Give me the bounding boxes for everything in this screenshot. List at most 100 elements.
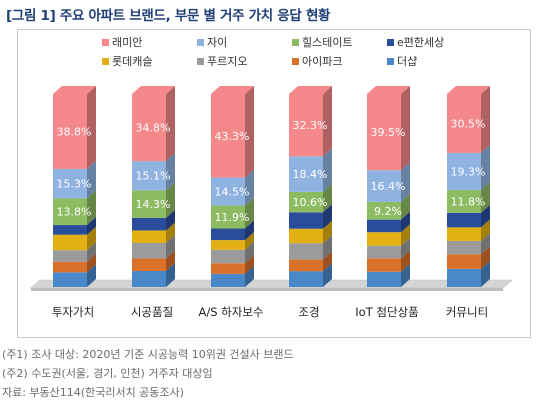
bar-side-c4-s1 [323, 86, 332, 157]
bar-side-c4-s2 [323, 148, 332, 192]
bar-side-c1-s5 [87, 226, 96, 251]
legend-label-4: e편한세상 [397, 36, 444, 49]
bar-segment-c5-s2 [367, 170, 401, 202]
footnote-2: (주2) 수도권(서울, 경기, 인천) 거주자 대상임 [2, 367, 213, 380]
legend-label-8: 더샵 [397, 55, 417, 68]
chart-title: [그림 1] 주요 아파트 브랜드, 부문 별 거주 가치 응답 현황 [6, 8, 331, 24]
bar-segment-c6-s5 [447, 227, 481, 241]
bar-segment-c3-s4 [211, 228, 245, 241]
bar-top-c6 [447, 86, 490, 94]
legend-label-1: 래미안 [112, 36, 142, 49]
bar-side-c3-s1 [245, 86, 254, 178]
data-label-c5-s3: 9.2% [374, 205, 402, 218]
bar-side-c2-s7 [166, 250, 175, 271]
data-label-c1-s1: 38.8% [57, 125, 92, 138]
bar-side-c2-s6 [166, 234, 175, 259]
bar-segment-c2-s4 [132, 217, 166, 231]
bar-segment-c4-s2 [289, 156, 323, 192]
bar-side-c5-s7 [401, 250, 410, 272]
bar-side-c2-s8 [166, 262, 175, 287]
data-label-c3-s3: 11.9% [215, 211, 250, 224]
data-label-c4-s3: 10.6% [293, 196, 328, 209]
bar-segment-c3-s5 [211, 240, 245, 250]
bar-side-c1-s1 [87, 86, 96, 169]
bar-segment-c3-s7 [211, 263, 245, 274]
bar-segment-c6-s7 [447, 254, 481, 269]
data-label-c6-s3: 11.8% [451, 196, 486, 209]
bar-segment-c1-s7 [53, 261, 87, 273]
bar-segment-c2-s8 [132, 270, 166, 287]
bar-segment-c1-s6 [53, 250, 87, 262]
bar-top-c1 [53, 86, 96, 94]
data-label-c5-s2: 16.4% [371, 180, 406, 193]
data-label-c5-s1: 39.5% [371, 126, 406, 139]
chart-floor-edge [31, 288, 503, 291]
bar-segment-c4-s7 [289, 259, 323, 272]
bar-side-c3-s2 [245, 169, 254, 206]
bar-segment-c6-s3 [447, 190, 481, 213]
data-label-c4-s1: 32.3% [293, 119, 328, 132]
bar-side-c1-s6 [87, 242, 96, 262]
bar-segment-c5-s8 [367, 271, 401, 287]
bar-top-c4 [289, 86, 332, 94]
bar-side-c6-s5 [481, 219, 490, 241]
legend-swatch-3 [292, 39, 299, 46]
category-label-2: 시공품질 [131, 305, 173, 319]
bar-side-c5-s5 [401, 224, 410, 246]
bar-segment-c1-s3 [53, 198, 87, 226]
bar-side-c3-s4 [245, 220, 254, 241]
data-label-c2-s2: 15.1% [136, 170, 171, 183]
bar-side-c6-s8 [481, 260, 490, 287]
bar-side-c2-s4 [166, 209, 175, 231]
bar-top-c5 [367, 86, 410, 94]
legend-label-5: 롯데캐슬 [112, 55, 152, 68]
bar-segment-c3-s1 [211, 94, 245, 178]
data-label-c6-s2: 19.3% [451, 165, 486, 178]
bar-top-c2 [132, 86, 175, 94]
bar-side-c3-s6 [245, 241, 254, 264]
bar-side-c5-s1 [401, 86, 410, 171]
bar-side-c6-s2 [481, 144, 490, 191]
bar-side-c4-s7 [323, 251, 332, 272]
bar-segment-c2-s3 [132, 190, 166, 218]
bar-side-c2-s2 [166, 153, 175, 191]
category-label-3: A/S 하자보수 [198, 305, 263, 319]
bar-segment-c2-s7 [132, 258, 166, 271]
data-label-c3-s1: 43.3% [215, 130, 250, 143]
bar-side-c4-s4 [323, 204, 332, 229]
category-label-6: 커뮤니티 [446, 305, 488, 319]
category-label-5: IoT 첨단상품 [355, 305, 418, 319]
bar-segment-c3-s3 [211, 205, 245, 229]
data-label-c1-s3: 13.8% [57, 206, 92, 219]
bar-segment-c6-s4 [447, 212, 481, 228]
bar-side-c5-s2 [401, 162, 410, 202]
legend-swatch-6 [197, 58, 204, 65]
bar-side-c2-s3 [166, 182, 175, 218]
bar-segment-c4-s1 [289, 94, 323, 157]
legend-label-2: 자이 [207, 36, 227, 49]
category-label-4: 조경 [298, 305, 319, 319]
bar-side-c5-s8 [401, 263, 410, 287]
bar-segment-c3-s8 [211, 273, 245, 287]
bar-segment-c3-s2 [211, 177, 245, 206]
bar-segment-c3-s6 [211, 249, 245, 264]
bar-top-c3 [211, 86, 254, 94]
bar-segment-c5-s4 [367, 219, 401, 233]
bar-side-c3-s7 [245, 255, 254, 274]
bar-side-c5-s3 [401, 193, 410, 220]
bar-side-c5-s4 [401, 211, 410, 233]
bar-side-c6-s7 [481, 246, 490, 269]
bar-side-c3-s5 [245, 232, 254, 250]
bar-segment-c1-s8 [53, 272, 87, 287]
bar-segment-c2-s2 [132, 161, 166, 191]
bar-side-c4-s3 [323, 183, 332, 213]
bar-segment-c4-s8 [289, 271, 323, 287]
data-label-c6-s1: 30.5% [451, 117, 486, 130]
bar-side-c3-s8 [245, 265, 254, 287]
bar-side-c5-s6 [401, 237, 410, 259]
bar-side-c4-s5 [323, 220, 332, 244]
data-label-c2-s1: 34.8% [136, 122, 171, 135]
bar-side-c2-s5 [166, 222, 175, 243]
footnote-1: (주1) 조사 대상: 2020년 기준 시공능력 10위권 건설사 브랜드 [2, 348, 294, 361]
